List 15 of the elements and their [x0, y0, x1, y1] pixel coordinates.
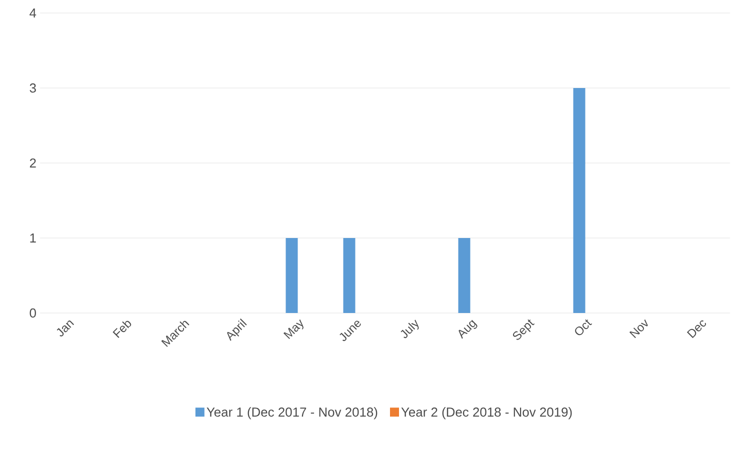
x-tick-label: July: [400, 320, 419, 338]
x-tick-label: Dec: [686, 320, 706, 338]
legend-label: Year 1 (Dec 2017 - Nov 2018): [206, 407, 378, 420]
y-tick-label: 3: [30, 83, 36, 93]
y-tick-label: 4: [30, 8, 36, 18]
x-tick-label: Feb: [112, 320, 132, 338]
legend-label: Year 2 (Dec 2018 - Nov 2019): [401, 407, 572, 420]
x-tick-label: Nov: [629, 319, 648, 338]
y-tick-label: 1: [30, 234, 36, 242]
x-tick-label: Jan: [56, 320, 74, 336]
y-tick-label: 2: [30, 158, 36, 168]
x-tick-label: Oct: [575, 319, 592, 336]
y-tick-label: 0: [30, 308, 36, 318]
x-tick-label: Aug: [458, 320, 478, 339]
x-tick-label: May: [283, 319, 304, 340]
